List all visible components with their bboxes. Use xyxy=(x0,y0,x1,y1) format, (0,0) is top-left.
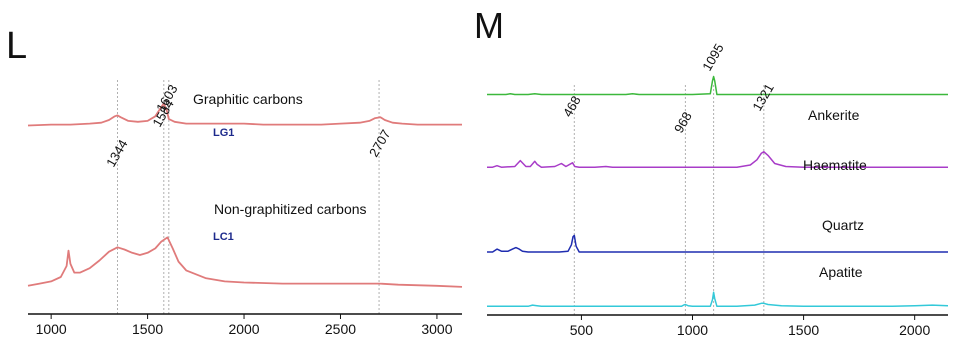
series-line-apatite xyxy=(487,291,949,308)
panel-m: M 500 1000 1500 2000 468 968 1095 1321 Ankerit… xyxy=(474,5,949,338)
peak-label-1603: 1603 xyxy=(153,82,180,115)
m-series-group xyxy=(487,75,949,308)
series-label-quartz: Quartz xyxy=(822,217,864,233)
l-dashed-lines xyxy=(117,80,380,314)
x-tick-label-3000: 3000 xyxy=(421,321,452,337)
x-tick-label-1500: 1500 xyxy=(132,321,163,337)
m-x-axis: 500 1000 1500 2000 xyxy=(487,314,948,338)
series-label-lc1: LC1 xyxy=(213,231,234,243)
panel-label-l: L xyxy=(6,25,27,67)
l-series-group xyxy=(27,102,463,288)
series-label-ankerite: Ankerite xyxy=(808,107,860,123)
peak-label-1321: 1321 xyxy=(749,81,776,114)
x-tick-label-2000: 2000 xyxy=(228,321,259,337)
panel-l: L 1000 1500 2000 2500 3000 1344158416032707 … xyxy=(6,25,463,337)
l-x-axis: 1000 1500 2000 2500 3000 xyxy=(28,313,462,337)
peak-label-1344: 1344 xyxy=(103,137,130,170)
m-dashed-lines xyxy=(573,85,765,315)
m-peak-labels: 468 968 1095 1321 xyxy=(560,41,777,136)
series-line-quartz xyxy=(487,234,948,253)
x-tick-label-1000: 1000 xyxy=(677,322,708,338)
peak-label-1095: 1095 xyxy=(699,41,726,74)
annotation-graphitic: Graphitic carbons xyxy=(193,91,303,107)
series-label-lg1: LG1 xyxy=(213,127,234,139)
peak-label-2707: 2707 xyxy=(366,127,393,160)
annotation-non-graphitized: Non-graphitized carbons xyxy=(214,201,367,217)
series-line-lc1 xyxy=(27,236,463,288)
x-tick-label-500: 500 xyxy=(570,322,594,338)
series-line-ankerite xyxy=(487,75,948,96)
series-label-haematite: Haematite xyxy=(803,157,867,173)
series-line-lg1 xyxy=(27,102,462,127)
series-line-haematite xyxy=(487,150,948,168)
x-tick-label-1500: 1500 xyxy=(788,322,819,338)
x-tick-label-2000: 2000 xyxy=(899,322,930,338)
x-tick-label-1000: 1000 xyxy=(36,321,67,337)
x-tick-label-2500: 2500 xyxy=(325,321,356,337)
peak-label-468: 468 xyxy=(560,93,584,119)
panel-label-m: M xyxy=(474,5,504,46)
peak-label-968: 968 xyxy=(671,109,695,135)
series-label-apatite: Apatite xyxy=(819,264,863,280)
